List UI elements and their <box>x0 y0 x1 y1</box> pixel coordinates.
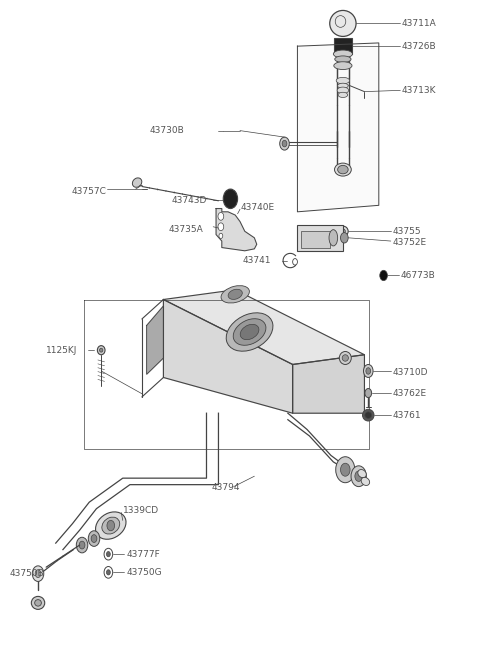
Text: 43711A: 43711A <box>402 19 436 28</box>
Ellipse shape <box>132 178 142 187</box>
Text: 43741: 43741 <box>242 256 271 265</box>
Circle shape <box>351 466 366 486</box>
Ellipse shape <box>99 348 103 352</box>
Circle shape <box>88 531 100 546</box>
Circle shape <box>35 570 41 577</box>
Text: 43750G: 43750G <box>126 568 162 577</box>
Circle shape <box>219 233 223 238</box>
Ellipse shape <box>338 92 348 98</box>
Circle shape <box>282 141 287 147</box>
Polygon shape <box>163 290 364 365</box>
Bar <box>301 231 330 247</box>
Circle shape <box>340 464 350 477</box>
Polygon shape <box>293 355 364 413</box>
Text: 46773B: 46773B <box>401 271 435 280</box>
Circle shape <box>363 365 373 378</box>
Ellipse shape <box>97 346 105 355</box>
Ellipse shape <box>330 10 356 36</box>
Text: 43713K: 43713K <box>402 86 436 95</box>
Ellipse shape <box>96 512 126 539</box>
Ellipse shape <box>102 517 120 534</box>
Text: 43762E: 43762E <box>392 389 426 398</box>
Circle shape <box>366 368 371 374</box>
Ellipse shape <box>337 226 348 236</box>
Text: 43743D: 43743D <box>171 195 206 204</box>
Text: 43726B: 43726B <box>402 42 436 51</box>
Text: 43710D: 43710D <box>392 368 428 377</box>
Ellipse shape <box>329 230 337 246</box>
Text: 43777F: 43777F <box>126 549 160 559</box>
Text: 43752E: 43752E <box>392 238 426 247</box>
Ellipse shape <box>226 312 273 351</box>
Ellipse shape <box>240 324 259 340</box>
Ellipse shape <box>365 412 372 419</box>
Circle shape <box>340 232 348 243</box>
Ellipse shape <box>342 355 348 361</box>
Circle shape <box>218 223 224 230</box>
Text: 1339CD: 1339CD <box>123 506 159 515</box>
Ellipse shape <box>361 477 370 486</box>
Ellipse shape <box>335 56 351 62</box>
Circle shape <box>380 270 387 281</box>
Circle shape <box>336 457 355 482</box>
Polygon shape <box>147 306 163 374</box>
Ellipse shape <box>358 469 366 478</box>
Ellipse shape <box>362 409 374 421</box>
Text: 43757C: 43757C <box>72 187 107 195</box>
Ellipse shape <box>333 50 352 58</box>
Ellipse shape <box>340 229 345 234</box>
Circle shape <box>107 570 110 575</box>
Polygon shape <box>163 299 293 413</box>
Ellipse shape <box>337 83 348 89</box>
Circle shape <box>107 551 110 557</box>
Circle shape <box>32 566 44 581</box>
Ellipse shape <box>31 596 45 609</box>
Bar <box>298 225 343 251</box>
Circle shape <box>91 534 97 542</box>
Circle shape <box>218 212 224 220</box>
Polygon shape <box>216 208 257 251</box>
Ellipse shape <box>35 600 41 606</box>
Circle shape <box>223 189 238 208</box>
Ellipse shape <box>228 289 242 299</box>
Text: 43755: 43755 <box>392 227 421 236</box>
Text: 43740E: 43740E <box>241 202 275 212</box>
Text: 1125KJ: 1125KJ <box>46 346 78 355</box>
Ellipse shape <box>339 352 351 365</box>
Text: 43794: 43794 <box>211 484 240 492</box>
Circle shape <box>355 471 362 481</box>
Text: 43761: 43761 <box>392 411 421 420</box>
Ellipse shape <box>336 77 349 84</box>
Ellipse shape <box>221 286 250 303</box>
Circle shape <box>76 537 88 553</box>
Text: 43735A: 43735A <box>168 225 203 234</box>
Ellipse shape <box>337 87 348 94</box>
Text: 43750B: 43750B <box>9 569 44 578</box>
Ellipse shape <box>337 165 348 174</box>
Circle shape <box>79 541 85 549</box>
Circle shape <box>365 389 372 398</box>
Polygon shape <box>298 43 379 212</box>
Circle shape <box>280 137 289 150</box>
Circle shape <box>107 520 115 531</box>
Ellipse shape <box>334 62 352 70</box>
Ellipse shape <box>335 163 351 176</box>
Text: 43730B: 43730B <box>149 126 184 135</box>
Ellipse shape <box>233 319 266 345</box>
Bar <box>334 38 351 54</box>
